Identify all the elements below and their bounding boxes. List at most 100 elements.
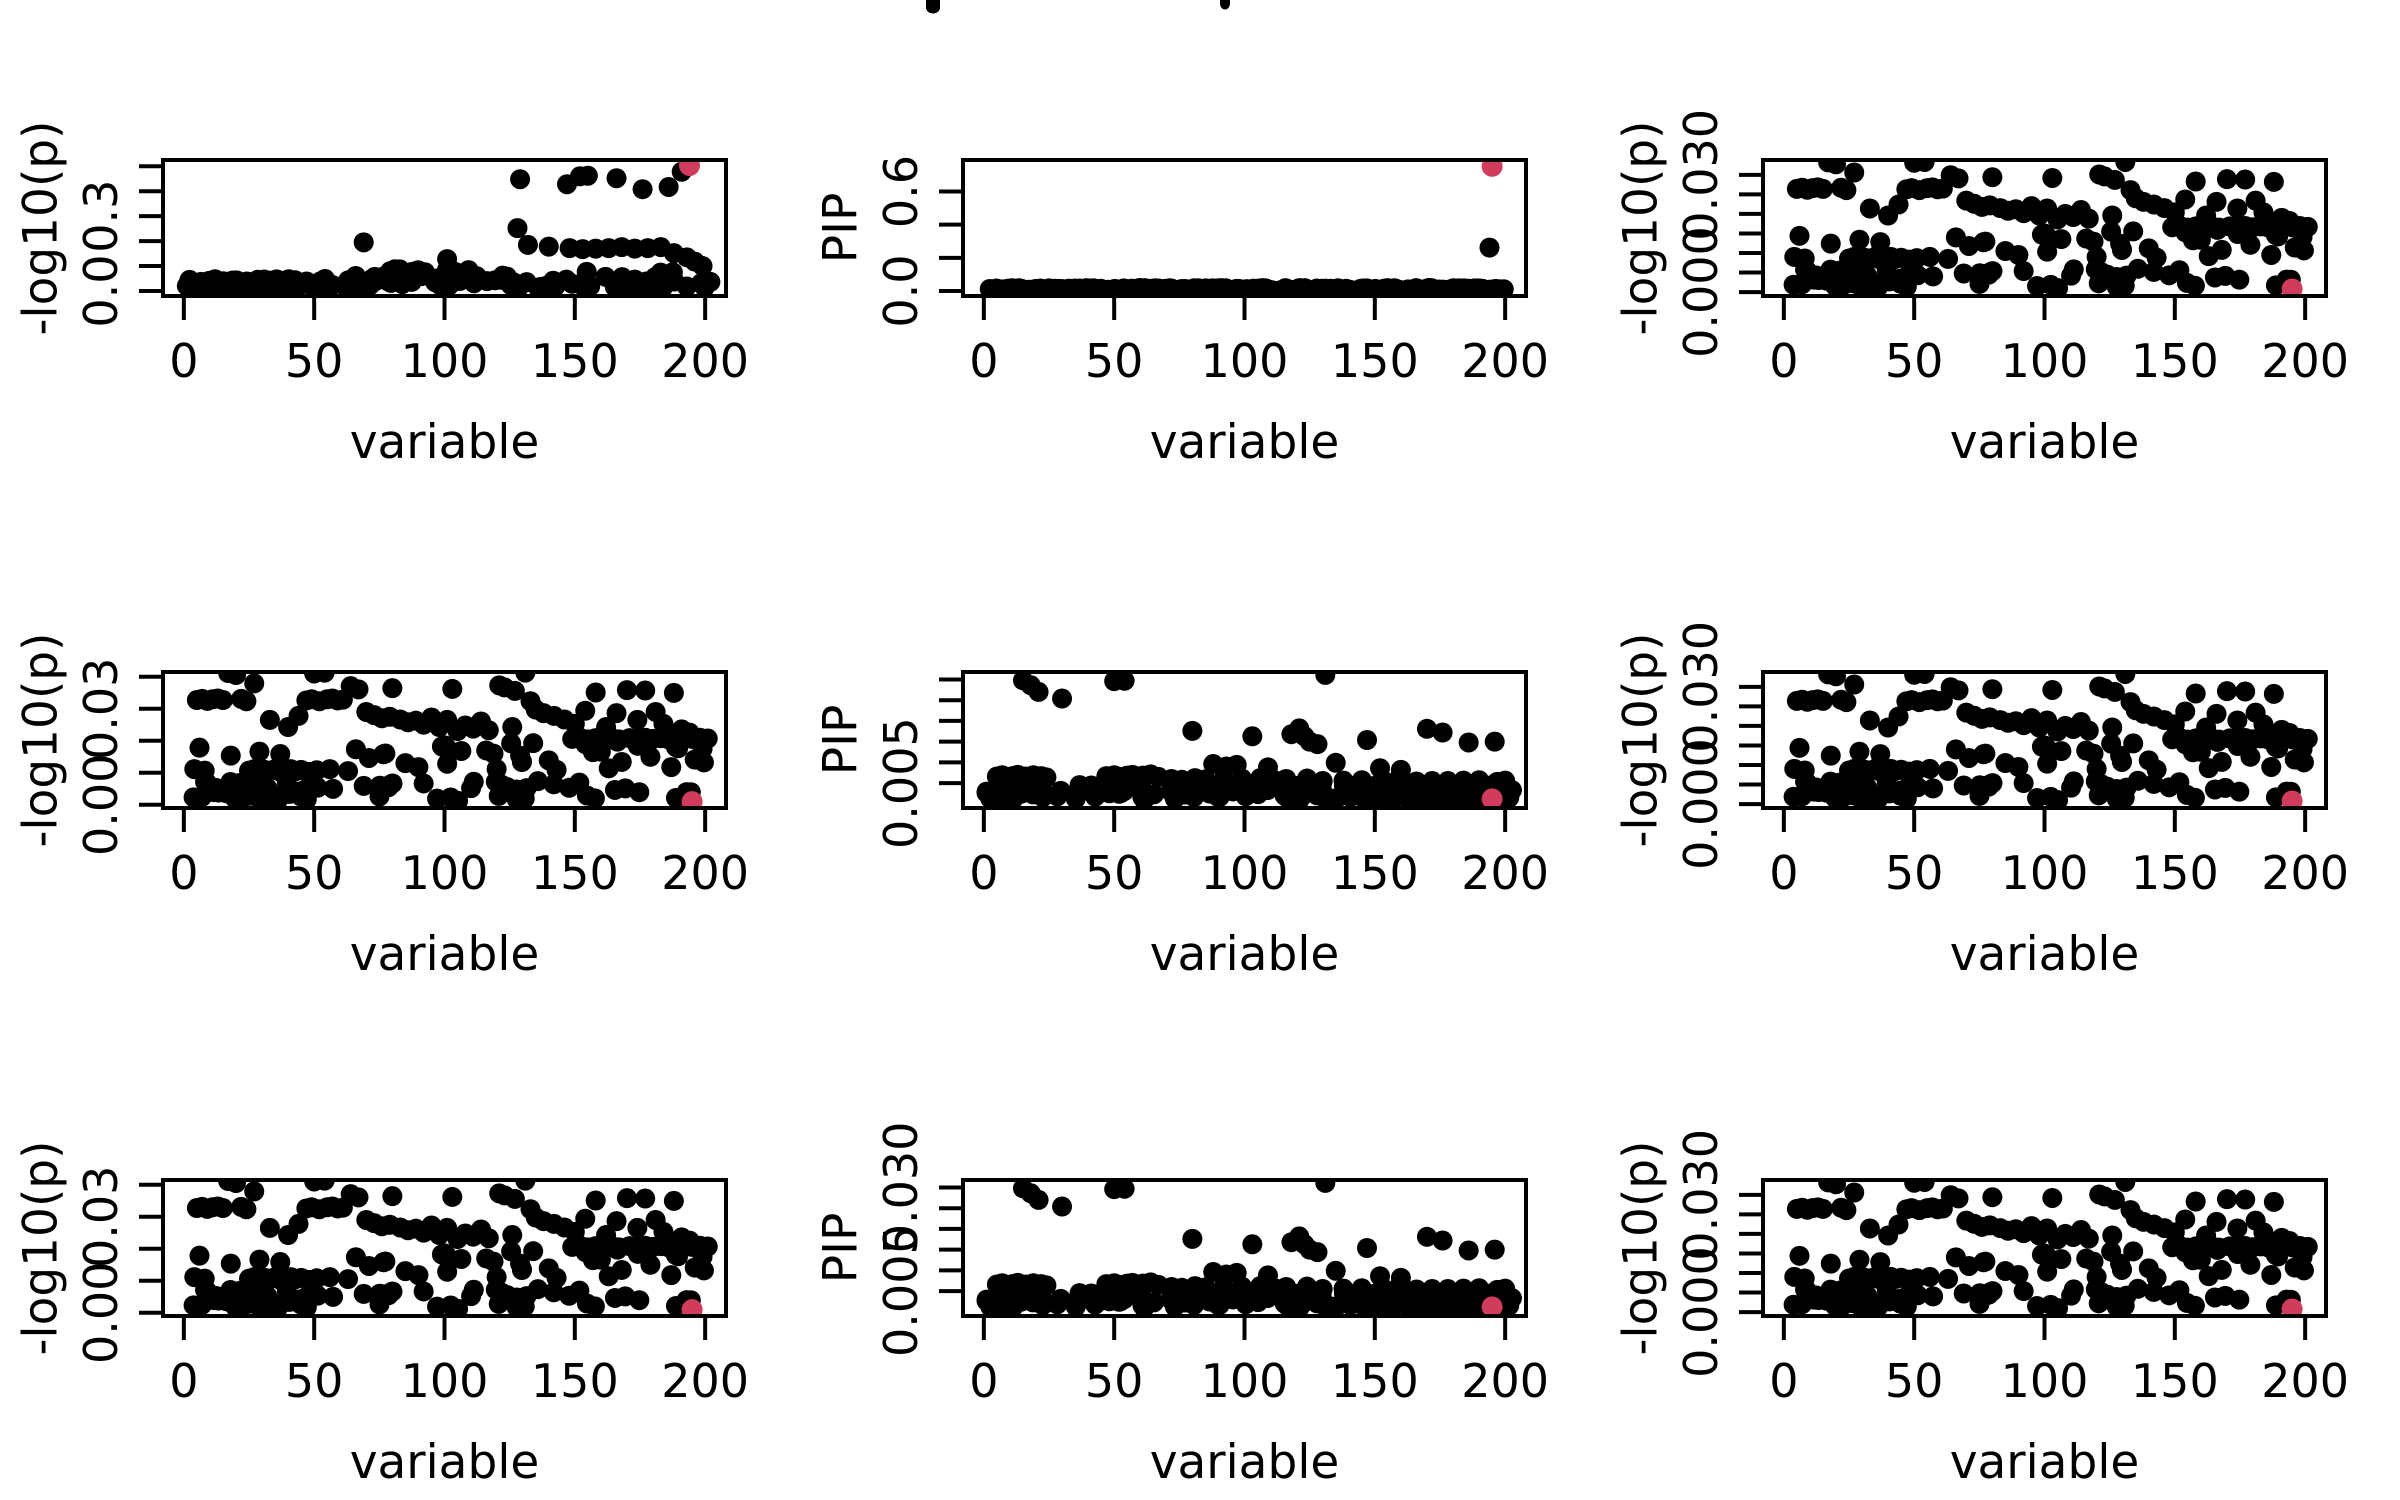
plot-box bbox=[1761, 158, 2328, 298]
x-tick-label: 50 bbox=[1085, 334, 1144, 388]
data-point bbox=[2113, 268, 2134, 289]
data-point bbox=[2008, 756, 2029, 777]
data-point bbox=[1175, 280, 1196, 296]
data-point bbox=[1795, 1279, 1816, 1300]
data-point bbox=[236, 1199, 257, 1220]
data-point bbox=[319, 759, 340, 780]
data-point bbox=[1414, 777, 1435, 798]
x-tick-label: 150 bbox=[531, 846, 619, 900]
data-point bbox=[2184, 1295, 2205, 1316]
data-point bbox=[2102, 717, 2123, 738]
data-point bbox=[1358, 1284, 1379, 1305]
y-tick-label: 0.005 bbox=[874, 717, 928, 849]
data-point bbox=[612, 267, 633, 288]
data-point bbox=[693, 1260, 714, 1281]
data-point bbox=[1050, 1288, 1071, 1309]
data-point bbox=[1825, 672, 1846, 687]
data-point bbox=[1953, 775, 1974, 796]
data-point bbox=[2083, 231, 2104, 252]
data-point bbox=[2042, 167, 2063, 188]
y-axis: 0.000.03 bbox=[74, 658, 163, 856]
data-point bbox=[1036, 1275, 1057, 1296]
x-tick-label: 200 bbox=[2261, 334, 2349, 388]
x-tick-label: 100 bbox=[2001, 1354, 2089, 1408]
data-point bbox=[511, 752, 532, 773]
data-point bbox=[2265, 737, 2286, 758]
data-point bbox=[2235, 681, 2256, 702]
data-point bbox=[257, 1285, 278, 1306]
data-point bbox=[2204, 267, 2225, 288]
data-point bbox=[2235, 1189, 2256, 1210]
data-point bbox=[2104, 1189, 2125, 1210]
data-point bbox=[2013, 1281, 2034, 1302]
data-point bbox=[530, 276, 551, 296]
data-point bbox=[485, 270, 506, 291]
data-points bbox=[176, 160, 721, 296]
data-point bbox=[1211, 781, 1232, 802]
data-point bbox=[189, 737, 210, 758]
data-point bbox=[259, 1217, 280, 1238]
data-point bbox=[663, 1190, 684, 1211]
data-point bbox=[2111, 239, 2132, 260]
data-point bbox=[1052, 1196, 1073, 1217]
highlight-point bbox=[2281, 790, 2303, 808]
data-point bbox=[2184, 275, 2205, 296]
data-point bbox=[575, 734, 596, 755]
data-point bbox=[1084, 278, 1105, 296]
x-axis: 0 50 100 150 200 bbox=[969, 1316, 1549, 1408]
data-point bbox=[1111, 1287, 1132, 1308]
data-point bbox=[1923, 266, 1944, 287]
data-point bbox=[1812, 1198, 1833, 1219]
data-point bbox=[1479, 237, 1500, 258]
y-axis-label: -log10(p) bbox=[1613, 121, 1668, 336]
y-tick-label: 0.3 bbox=[74, 180, 128, 253]
data-point bbox=[1357, 730, 1378, 750]
data-point bbox=[1358, 776, 1379, 797]
data-point bbox=[1938, 248, 1959, 269]
data-point bbox=[1812, 690, 1833, 711]
data-point bbox=[369, 786, 390, 807]
data-point bbox=[444, 261, 465, 282]
data-point bbox=[288, 1213, 309, 1234]
data-point bbox=[2159, 1285, 2180, 1306]
x-tick-label: 150 bbox=[2131, 334, 2219, 388]
data-point bbox=[2078, 1228, 2099, 1249]
data-point bbox=[2123, 733, 2144, 754]
data-points bbox=[976, 672, 1522, 808]
data-point bbox=[1842, 1293, 1863, 1314]
data-point bbox=[1242, 726, 1263, 747]
data-point bbox=[2008, 1264, 2029, 1285]
highlight-point bbox=[681, 791, 703, 808]
data-point bbox=[2127, 1278, 2148, 1299]
data-point bbox=[442, 1186, 463, 1207]
data-point bbox=[2008, 244, 2029, 265]
data-point bbox=[2115, 160, 2136, 172]
highlight-point bbox=[1481, 788, 1503, 808]
x-tick-label: 0 bbox=[169, 846, 198, 900]
data-points bbox=[183, 1180, 718, 1316]
data-point bbox=[627, 735, 648, 756]
y-axis: 0.00.3 bbox=[74, 164, 163, 328]
data-point bbox=[320, 275, 341, 296]
data-point bbox=[1969, 273, 1990, 294]
data-point bbox=[515, 1180, 536, 1191]
y-tick-label: 0.03 bbox=[74, 658, 128, 760]
data-point bbox=[1113, 278, 1134, 296]
data-point bbox=[658, 176, 679, 197]
data-point bbox=[1812, 178, 1833, 199]
x-tick-label: 0 bbox=[1769, 334, 1798, 388]
x-tick-label: 150 bbox=[531, 334, 619, 388]
data-point bbox=[2235, 169, 2256, 190]
data-point bbox=[1228, 774, 1249, 795]
panel-r1c0: 0.000.030 50 100 150 200-log10(p)variable bbox=[13, 633, 749, 982]
data-point bbox=[665, 1245, 686, 1266]
data-point bbox=[1810, 779, 1831, 800]
x-tick-label: 100 bbox=[401, 334, 489, 388]
data-point bbox=[225, 672, 246, 686]
data-point bbox=[1193, 1285, 1214, 1306]
highlight-point bbox=[1481, 160, 1503, 177]
plot-box bbox=[961, 1178, 1528, 1318]
data-point bbox=[195, 771, 216, 792]
